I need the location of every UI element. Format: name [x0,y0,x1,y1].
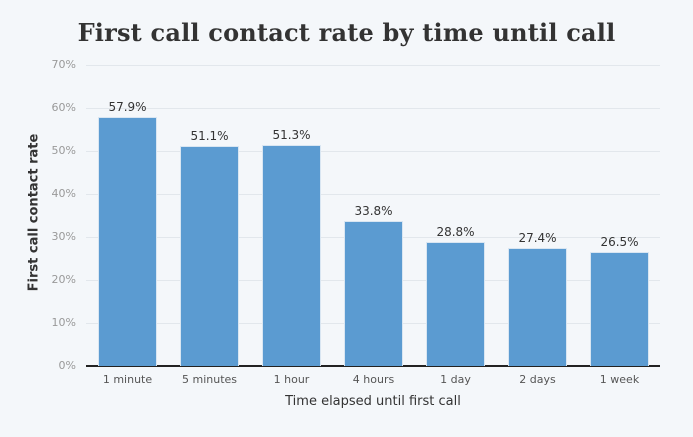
y-tick-label: 30% [51,230,76,243]
bar[interactable] [98,117,157,366]
x-tick-label: 1 week [599,373,640,386]
y-tick-label: 20% [51,273,76,286]
plot-area: 57.9% 51.1% 51.3% 33.8% 28.8% 27.4% 26.5% [86,65,660,367]
bar-value-label: 57.9% [108,100,147,115]
bar-value-label: 27.4% [518,231,557,246]
bar[interactable] [344,220,403,366]
bar[interactable] [262,145,321,366]
y-tick-label: 10% [51,316,76,329]
x-tick-label: 1 minute [102,373,153,386]
x-tick-label: 1 day [440,373,471,386]
bar[interactable] [590,252,649,366]
bar[interactable] [508,248,567,366]
bar-value-label: 51.3% [272,128,311,143]
gridline [86,108,660,109]
bar[interactable] [180,146,239,366]
y-tick-label: 0% [58,359,76,372]
gridline [86,151,660,152]
x-axis-line [86,365,660,367]
bar-value-label: 28.8% [436,225,475,240]
chart-title: First call contact rate by time until ca… [77,18,616,47]
y-tick-label: 70% [51,58,76,71]
gridline [86,194,660,195]
y-tick-label: 60% [51,101,76,114]
bar-value-label: 26.5% [600,235,639,250]
bar-value-label: 33.8% [354,203,393,218]
x-tick-label: 5 minutes [181,373,238,386]
x-tick-label: 1 hour [273,373,310,386]
y-tick-label: 50% [51,144,76,157]
x-tick-label: 2 days [519,373,556,386]
x-axis-label: Time elapsed until first call [285,394,461,409]
gridline [86,65,660,66]
x-tick-label: 4 hours [352,373,395,386]
y-tick-label: 40% [51,187,76,200]
bar-value-label: 51.1% [190,129,229,144]
bar[interactable] [426,242,485,366]
